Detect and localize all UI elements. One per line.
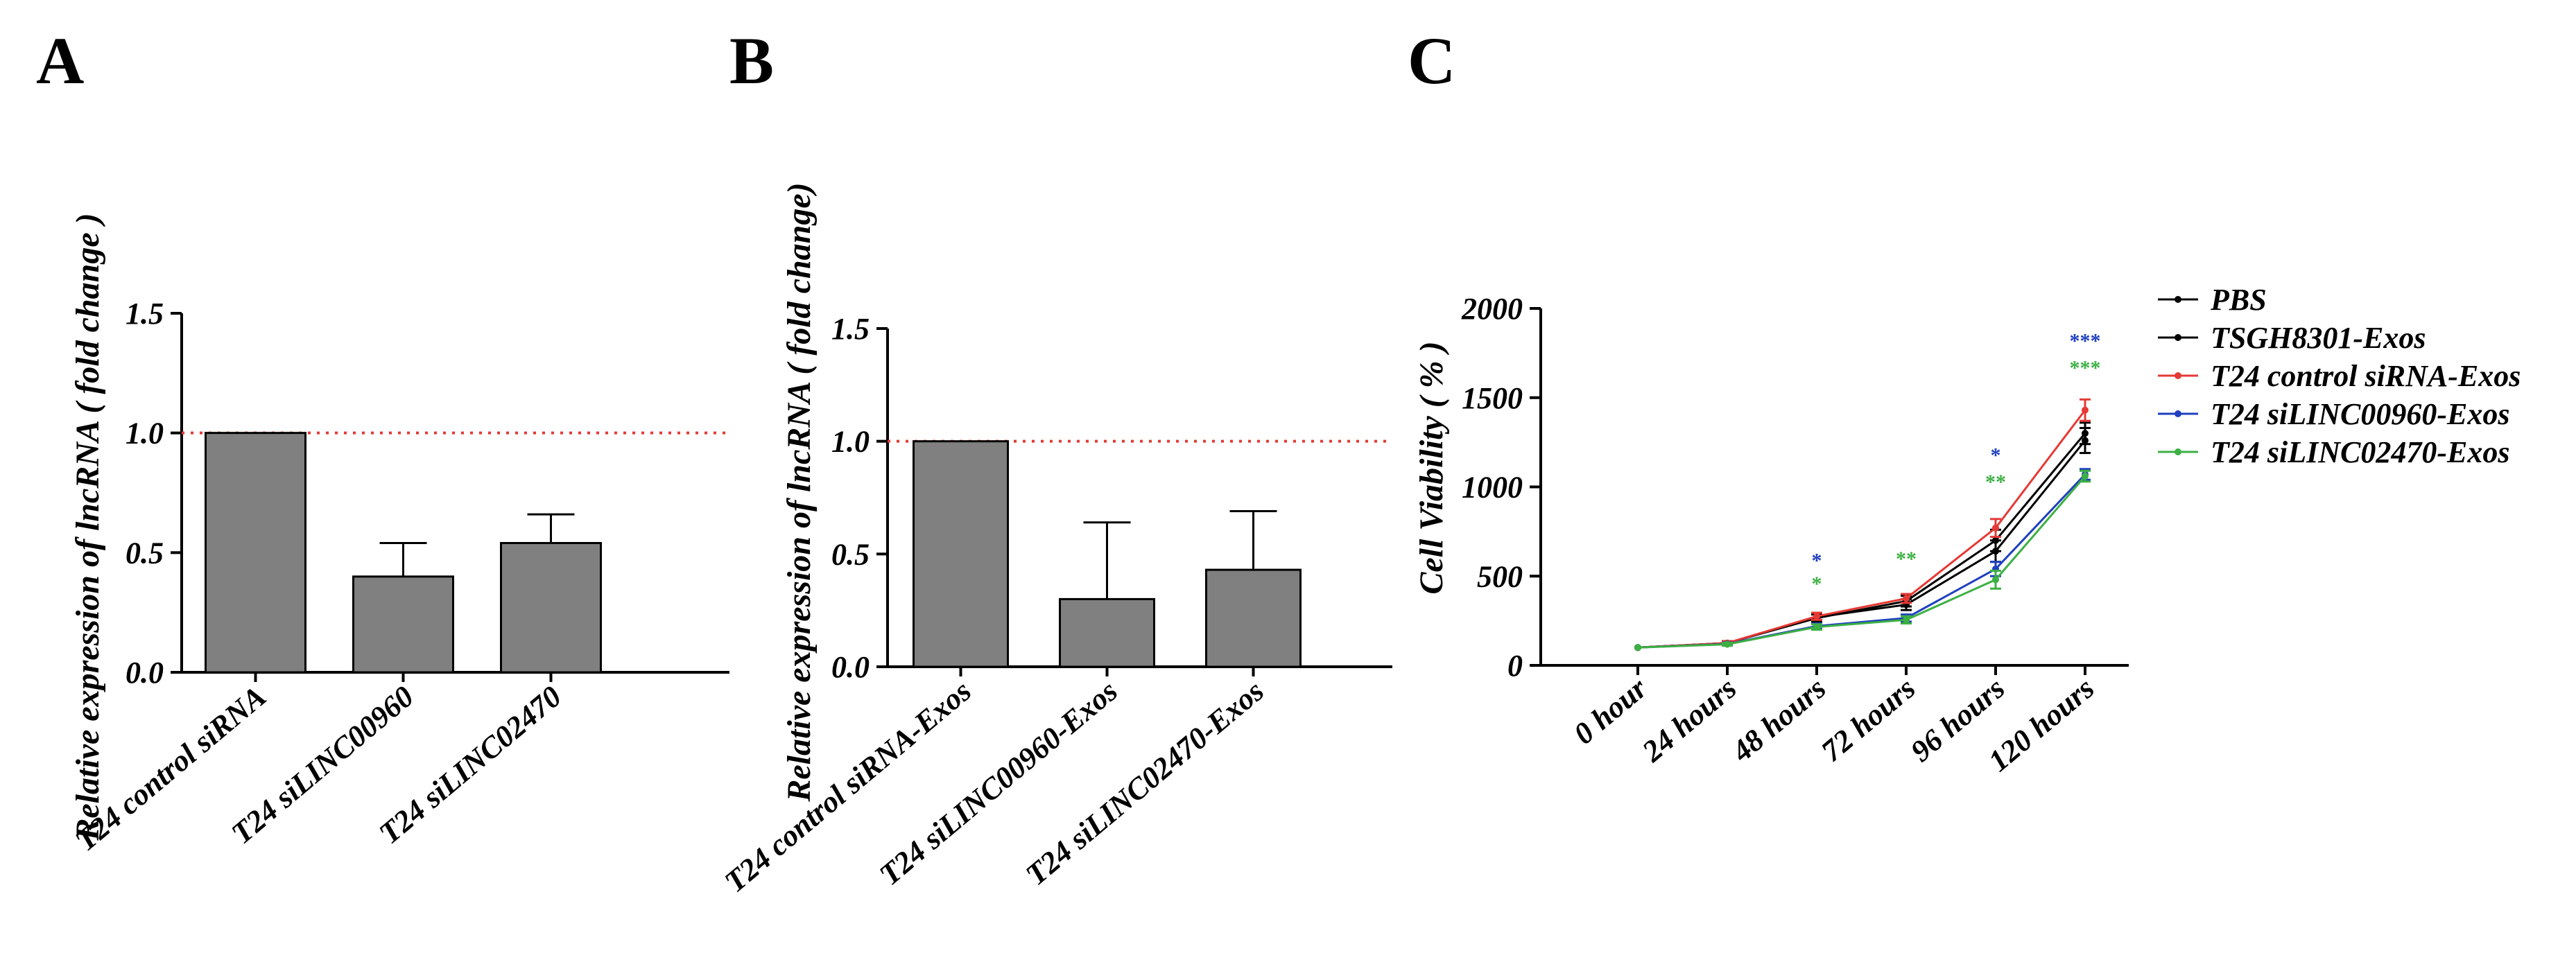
panel-a-y-tick-label: 1.5 — [126, 297, 164, 331]
panel-c-data-point — [1903, 595, 1910, 602]
panel-c-data-point — [1992, 536, 1999, 544]
panel-c-significance-marker: ** — [1985, 471, 2006, 493]
panel-c-data-point — [1992, 576, 1999, 584]
panel-a-y-tick-label: 0.5 — [126, 536, 164, 570]
panel-letter-b: B — [729, 24, 774, 98]
panel-c-significance-marker: * — [1991, 444, 2001, 466]
panel-letter-c: C — [1408, 24, 1455, 98]
panel-c-data-point — [2082, 430, 2089, 437]
panel-c-y-tick-label: 1000 — [1462, 471, 1523, 505]
panel-c-y-tick-label: 500 — [1477, 559, 1523, 593]
panel-c-data-point — [2082, 406, 2089, 414]
panel-c-legend-label: TSGH8301-Exos — [2211, 321, 2426, 355]
panel-b-bar-chart: Relative expression of lncRNA ( fold cha… — [718, 182, 1392, 899]
panel-c-significance-marker: *** — [2070, 356, 2101, 379]
panel-c-significance-marker: ** — [1896, 548, 1917, 570]
panel-b-y-tick-label: 1.5 — [831, 312, 870, 346]
panel-c-significance-marker: *** — [2070, 330, 2101, 353]
panel-c-x-tick-label: 24 hours — [1635, 671, 1743, 769]
panel-c-data-point — [2082, 473, 2089, 480]
panel-c-legend-marker — [2175, 372, 2181, 379]
panel-c-data-point — [1903, 616, 1910, 624]
panel-c-significance-marker: * — [1812, 549, 1822, 572]
panel-c-series-line — [1637, 475, 2086, 649]
panel-c-legend-label: T24 siLINC00960-Exos — [2211, 397, 2509, 431]
panel-c-data-point — [1813, 623, 1820, 631]
panel-c-legend-marker — [2175, 448, 2181, 455]
panel-a-bar-chart: Relative expression of lncRNA ( fold cha… — [69, 213, 729, 858]
panel-c-legend-label: T24 control siRNA-Exos — [2211, 359, 2521, 393]
panel-a-y-tick-label: 0.0 — [126, 656, 164, 690]
panel-b-category-label: T24 siLINC00960-Exos — [873, 674, 1124, 892]
panel-c-legend-marker — [2175, 410, 2181, 417]
panel-c-legend-marker — [2175, 296, 2181, 303]
panel-b-y-axis-label: Relative expression of lncRNA ( fold cha… — [781, 182, 818, 802]
panel-a-bar — [205, 432, 306, 674]
panel-c-data-point — [1724, 640, 1731, 648]
panel-c-y-tick-label: 0 — [1507, 649, 1523, 683]
panel-c-legend-marker — [2175, 334, 2181, 341]
panel-c-data-point — [1813, 613, 1820, 620]
panel-c-x-tick-label: 72 hours — [1815, 671, 1921, 769]
panel-b-bar — [1205, 568, 1302, 668]
panel-b-bar — [1059, 597, 1155, 668]
panel-c-y-axis-label: Cell Viability ( % ) — [1413, 341, 1450, 594]
panel-a-bar — [500, 542, 602, 674]
panel-b-y-tick-label: 0.0 — [831, 650, 870, 684]
panel-b-y-tick-label: 0.5 — [831, 537, 870, 571]
panel-a-y-tick-label: 1.0 — [126, 417, 164, 451]
panel-c-series-line — [1637, 473, 2086, 649]
panel-c-legend-label: T24 siLINC02470-Exos — [2211, 435, 2509, 469]
panel-c-data-point — [1634, 644, 1641, 652]
panel-c-significance-marker: * — [1812, 572, 1822, 595]
panel-b-y-tick-label: 1.0 — [831, 425, 870, 459]
panel-b-category-label: T24 siLINC02470-Exos — [1019, 674, 1270, 892]
panel-c-data-point — [1992, 524, 1999, 532]
panel-c-series-line — [1637, 432, 2086, 649]
panel-c-y-tick-label: 1500 — [1462, 381, 1523, 415]
panel-letter-a: A — [36, 24, 84, 98]
panel-b-category-label: T24 control siRNA-Exos — [718, 674, 978, 899]
panel-a-y-axis-label: Relative expression of lncRNA ( fold cha… — [69, 213, 106, 841]
panel-c-legend-label: PBS — [2210, 283, 2267, 317]
panel-c-x-tick-label: 48 hours — [1724, 671, 1832, 769]
panel-b-bar — [913, 440, 1009, 668]
panel-c-y-tick-label: 2000 — [1461, 292, 1523, 326]
panel-a-bar — [352, 575, 454, 674]
